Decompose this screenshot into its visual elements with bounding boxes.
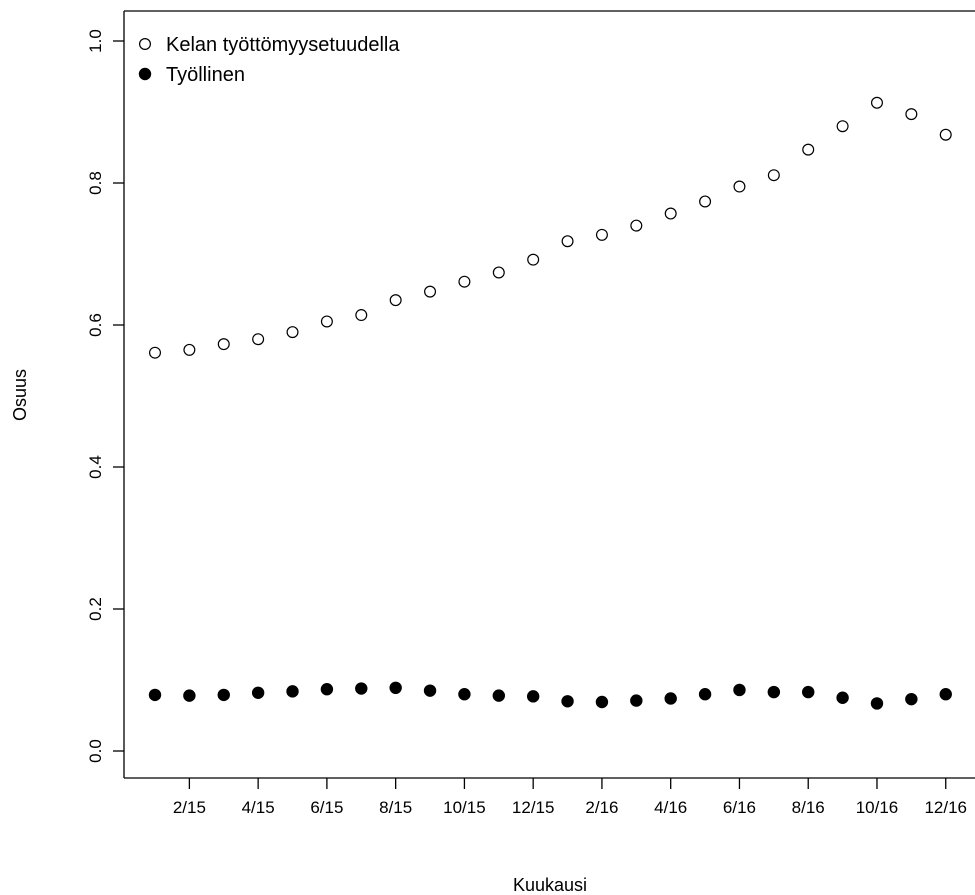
y-axis: 0.0 0.2 0.4 0.6 0.8 1.0 (86, 29, 124, 763)
employed-point (355, 682, 368, 695)
employed-point (251, 686, 265, 699)
benefit-point (424, 285, 437, 298)
benefit-point (664, 207, 677, 220)
employed-point (767, 685, 781, 699)
x-tick-label: 2/15 (173, 798, 206, 817)
y-axis-title: Osuus (10, 369, 30, 421)
legend-label: Työllinen (166, 64, 245, 86)
employed-point (561, 695, 574, 708)
x-axis: 2/15 4/15 6/15 8/15 10/15 12/15 2/16 4/16 6/16 8/… (173, 778, 967, 817)
benefit-point (355, 309, 368, 322)
benefit-point (905, 108, 918, 121)
y-tick-label: 0.0 (86, 739, 105, 763)
x-tick-label: 6/16 (723, 798, 756, 817)
benefit-point (939, 128, 952, 141)
employed-point (286, 685, 299, 698)
y-tick-label: 0.8 (86, 171, 105, 195)
legend: Kelan työttömyysetuudella Työllinen (138, 34, 400, 86)
employed-point (492, 689, 505, 702)
benefit-point (630, 219, 643, 232)
x-tick-label: 10/15 (443, 798, 486, 817)
benefit-point (836, 120, 849, 133)
employed-point (733, 683, 746, 697)
employed-point (595, 695, 609, 709)
employed-point (148, 688, 162, 702)
benefit-point (527, 253, 540, 266)
benefit-point (149, 346, 162, 359)
x-tick-label: 10/16 (856, 798, 899, 817)
employed-point (664, 692, 677, 705)
benefit-point (389, 294, 402, 307)
legend-marker-employed (138, 67, 152, 81)
employed-point (939, 688, 952, 701)
benefit-point (252, 333, 265, 346)
benefit-point (870, 96, 883, 109)
benefit-point (699, 195, 712, 208)
benefit-point (217, 338, 230, 351)
x-tick-label: 12/16 (924, 798, 967, 817)
benefit-point (767, 169, 780, 182)
benefit-point (595, 228, 608, 241)
benefit-point (733, 180, 746, 193)
x-axis-title: Kuukausi (513, 875, 587, 895)
benefit-point (183, 343, 196, 356)
x-tick-label: 2/16 (585, 798, 618, 817)
benefit-point (286, 326, 299, 339)
employed-point (526, 690, 540, 703)
employed-point (802, 685, 815, 699)
employed-point (905, 692, 918, 706)
employed-point (630, 694, 643, 707)
employed-point (698, 688, 712, 701)
employed-point (423, 684, 437, 697)
legend-label: Kelan työttömyysetuudella (166, 34, 400, 56)
benefit-point (802, 143, 815, 156)
benefit-point (458, 275, 471, 288)
y-tick-label: 1.0 (86, 29, 105, 53)
y-tick-label: 0.2 (86, 597, 105, 621)
y-tick-label: 0.6 (86, 313, 105, 337)
x-tick-label: 4/16 (654, 798, 687, 817)
benefit-point (320, 315, 333, 328)
employed-point (217, 688, 230, 702)
x-tick-label: 8/16 (792, 798, 825, 817)
employed-point (183, 689, 196, 702)
benefit-point (561, 235, 574, 248)
x-tick-label: 12/15 (512, 798, 555, 817)
legend-marker-benefit (139, 37, 152, 50)
data-points (148, 96, 952, 710)
employed-point (836, 691, 849, 704)
x-tick-label: 8/15 (379, 798, 412, 817)
employed-point (320, 683, 334, 696)
employed-point (870, 697, 884, 710)
benefit-point (492, 266, 505, 279)
x-tick-label: 4/15 (242, 798, 275, 817)
employed-point (389, 681, 402, 695)
x-tick-label: 6/15 (310, 798, 343, 817)
y-tick-label: 0.4 (86, 455, 105, 479)
employed-point (458, 688, 471, 701)
